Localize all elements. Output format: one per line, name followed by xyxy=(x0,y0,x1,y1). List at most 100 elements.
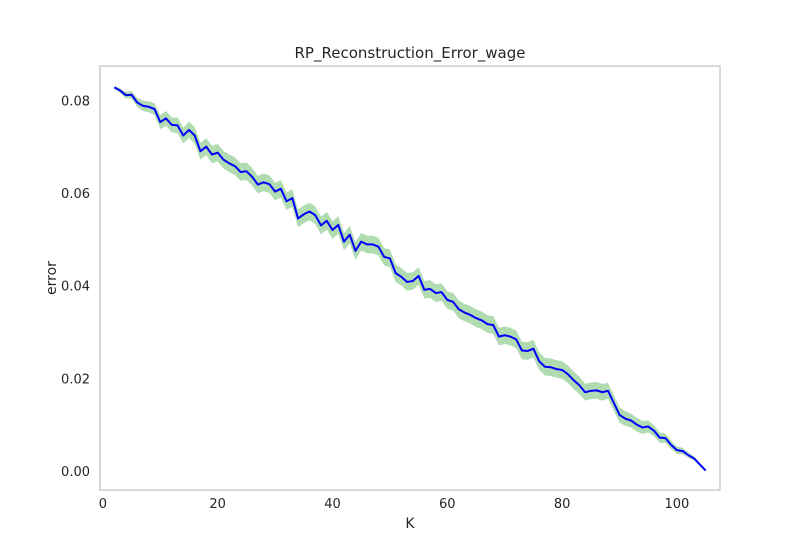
data-point xyxy=(412,280,414,282)
data-point xyxy=(354,250,356,252)
data-point xyxy=(159,121,161,123)
data-point xyxy=(119,90,121,92)
data-point xyxy=(268,183,270,185)
data-point xyxy=(297,217,299,219)
data-point xyxy=(360,241,362,243)
data-point xyxy=(498,336,500,338)
data-point xyxy=(395,272,397,274)
data-point xyxy=(458,308,460,310)
data-point xyxy=(251,176,253,178)
data-point xyxy=(670,444,672,446)
data-point xyxy=(452,301,454,303)
data-point xyxy=(423,289,425,291)
data-point xyxy=(441,291,443,293)
data-point xyxy=(504,334,506,336)
data-point xyxy=(464,312,466,314)
x-axis-label: K xyxy=(405,516,415,532)
data-point xyxy=(687,454,689,456)
data-point xyxy=(642,426,644,428)
data-point xyxy=(676,449,678,451)
data-point xyxy=(263,181,265,183)
data-point xyxy=(199,150,201,152)
data-point xyxy=(418,275,420,277)
data-point xyxy=(257,184,259,186)
data-point xyxy=(303,213,305,215)
data-point xyxy=(647,426,649,428)
data-point xyxy=(567,373,569,375)
x-tick-label: 40 xyxy=(324,497,341,512)
x-tick-label: 100 xyxy=(665,497,690,512)
data-point xyxy=(188,129,190,131)
data-point xyxy=(515,338,517,340)
data-point xyxy=(659,437,661,439)
data-point xyxy=(481,319,483,321)
data-point xyxy=(165,117,167,119)
data-point xyxy=(636,424,638,426)
data-point xyxy=(538,360,540,362)
data-point xyxy=(309,211,311,213)
data-point xyxy=(240,171,242,173)
data-point xyxy=(630,419,632,421)
data-point xyxy=(492,324,494,326)
plot-area xyxy=(113,85,707,472)
data-point xyxy=(131,94,133,96)
data-point xyxy=(624,418,626,420)
data-point xyxy=(527,350,529,352)
data-point xyxy=(573,379,575,381)
data-point xyxy=(469,314,471,316)
data-point xyxy=(320,224,322,226)
data-point xyxy=(222,159,224,161)
data-point xyxy=(234,165,236,167)
data-point xyxy=(349,234,351,236)
data-point xyxy=(343,241,345,243)
data-point xyxy=(487,323,489,325)
data-point xyxy=(682,450,684,452)
data-point xyxy=(314,214,316,216)
y-tick-label: 0.00 xyxy=(61,465,90,480)
data-point xyxy=(544,366,546,368)
data-point xyxy=(171,124,173,126)
data-point xyxy=(217,152,219,154)
data-point xyxy=(142,105,144,107)
data-point xyxy=(705,470,707,472)
chart-title: RP_Reconstruction_Error_wage xyxy=(295,44,526,63)
y-axis-ticks: 0.00 0.02 0.04 0.06 0.08 xyxy=(61,94,90,480)
data-point xyxy=(693,457,695,459)
data-point xyxy=(619,414,621,416)
data-point xyxy=(578,384,580,386)
data-point xyxy=(211,154,213,156)
data-point xyxy=(125,94,127,96)
data-point xyxy=(699,464,701,466)
data-point xyxy=(194,135,196,137)
data-point xyxy=(383,256,385,258)
data-point xyxy=(182,135,184,137)
data-point xyxy=(406,281,408,283)
data-point xyxy=(601,391,603,393)
data-point xyxy=(372,243,374,245)
data-point xyxy=(205,146,207,148)
x-tick-label: 0 xyxy=(99,497,107,512)
data-point xyxy=(664,437,666,439)
y-tick-label: 0.06 xyxy=(61,187,90,202)
y-tick-label: 0.08 xyxy=(61,94,90,109)
data-point xyxy=(389,257,391,259)
data-point xyxy=(596,389,598,391)
data-point xyxy=(113,86,115,88)
data-point xyxy=(475,317,477,319)
y-axis-label: error xyxy=(44,261,60,295)
data-point xyxy=(332,229,334,231)
data-point xyxy=(326,220,328,222)
data-point xyxy=(400,276,402,278)
data-point xyxy=(561,369,563,371)
x-tick-label: 80 xyxy=(554,497,571,512)
data-point xyxy=(228,162,230,164)
data-point xyxy=(136,102,138,104)
data-point xyxy=(446,299,448,301)
y-tick-label: 0.04 xyxy=(61,280,90,295)
data-point xyxy=(521,350,523,352)
data-point xyxy=(532,348,534,350)
plot-frame xyxy=(99,65,721,491)
data-point xyxy=(245,170,247,172)
data-point xyxy=(607,390,609,392)
